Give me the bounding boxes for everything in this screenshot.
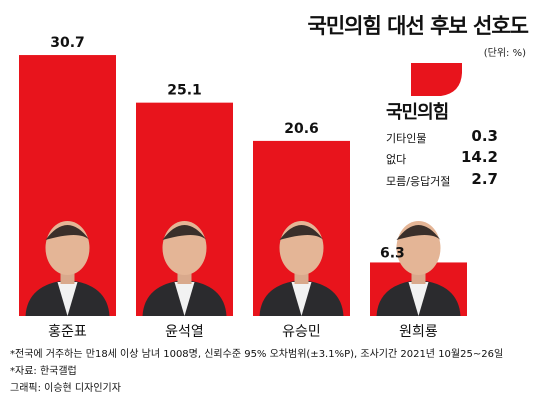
category-label-0: 홍준표 <box>48 324 87 340</box>
other-label: 없다 <box>386 153 407 166</box>
category-label-1: 윤석열 <box>165 324 204 340</box>
other-row-none: 없다 14.2 <box>386 148 518 166</box>
candidate-photo-icon <box>142 221 227 316</box>
candidate-photo-icon <box>376 221 461 316</box>
value-label-2: 20.6 <box>284 121 319 137</box>
category-label-2: 유승민 <box>282 324 321 340</box>
value-label-1: 25.1 <box>167 83 202 99</box>
credit-note: 그래픽: 이승현 디자인기자 <box>10 383 121 394</box>
chart-title: 국민의힘 대선 후보 선호도 <box>307 14 529 38</box>
other-value: 2.7 <box>471 170 498 188</box>
footnotes: *전국에 거주하는 만18세 이상 남녀 1008명, 신뢰수준 95% 오차범… <box>10 346 503 397</box>
bar-chart: 30.7 홍준표 25.1 윤석열 20.6 유승민 6.3 원희룡 <box>19 35 467 340</box>
other-row-unknown: 모름/응답거절 2.7 <box>386 170 518 188</box>
other-value: 14.2 <box>460 148 498 166</box>
candidate-photo-icon <box>259 221 344 316</box>
source-note: *자료: 한국갤럽 <box>10 366 77 377</box>
other-label: 기타인물 <box>386 132 427 145</box>
other-label: 모름/응답거절 <box>386 175 451 188</box>
party-logo-icon <box>411 63 462 96</box>
unit-label: (단위: %) <box>483 48 526 59</box>
value-label-3: 6.3 <box>380 245 405 261</box>
value-label-0: 30.7 <box>50 35 85 51</box>
candidate-photo-icon <box>25 221 110 316</box>
other-row-etc: 기타인물 0.3 <box>386 127 518 145</box>
other-value: 0.3 <box>471 127 498 145</box>
survey-note: *전국에 거주하는 만18세 이상 남녀 1008명, 신뢰수준 95% 오차범… <box>10 349 504 360</box>
party-name: 국민의힘 <box>386 102 449 123</box>
category-label-3: 원희룡 <box>399 324 438 340</box>
